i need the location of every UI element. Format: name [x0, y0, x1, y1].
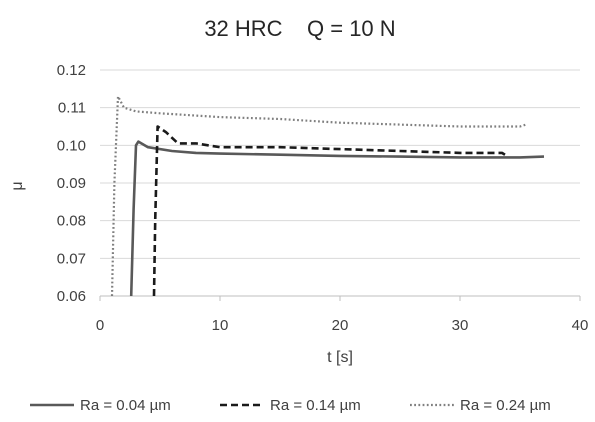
legend-label-1: Ra = 0.04 µm [80, 397, 171, 414]
y-tick-label: 0.11 [58, 100, 86, 117]
y-tick-labels: 0.06 0.07 0.08 0.09 0.10 0.11 0.12 [57, 62, 86, 305]
gridlines [100, 69, 580, 297]
legend-label-3: Ra = 0.24 µm [460, 397, 551, 414]
y-tick-label: 0.08 [57, 213, 86, 230]
axes [99, 295, 581, 301]
y-tick-label: 0.10 [57, 137, 86, 154]
series-line-2 [152, 125, 509, 297]
y-tick-label: 0.06 [57, 288, 86, 305]
x-tick-label: 30 [452, 317, 469, 334]
plot-area [110, 95, 545, 297]
y-tick-label: 0.07 [57, 250, 86, 267]
y-tick-label: 0.12 [57, 62, 86, 79]
chart-title: 32 HRC Q = 10 N [204, 16, 395, 41]
y-axis-label: μ [9, 181, 26, 190]
x-tick-label: 20 [332, 317, 349, 334]
x-tick-label: 10 [212, 317, 229, 334]
legend: Ra = 0.04 µm Ra = 0.14 µm Ra = 0.24 µm [30, 397, 551, 414]
legend-label-2: Ra = 0.14 µm [270, 397, 361, 414]
x-tick-label: 0 [96, 317, 104, 334]
series-line-1 [129, 140, 545, 297]
x-axis-label: t [s] [327, 349, 353, 366]
x-tick-label: 40 [572, 317, 589, 334]
series-line-3 [110, 95, 527, 297]
y-tick-label: 0.09 [57, 175, 86, 192]
x-tick-labels: 0 10 20 30 40 [96, 317, 589, 334]
